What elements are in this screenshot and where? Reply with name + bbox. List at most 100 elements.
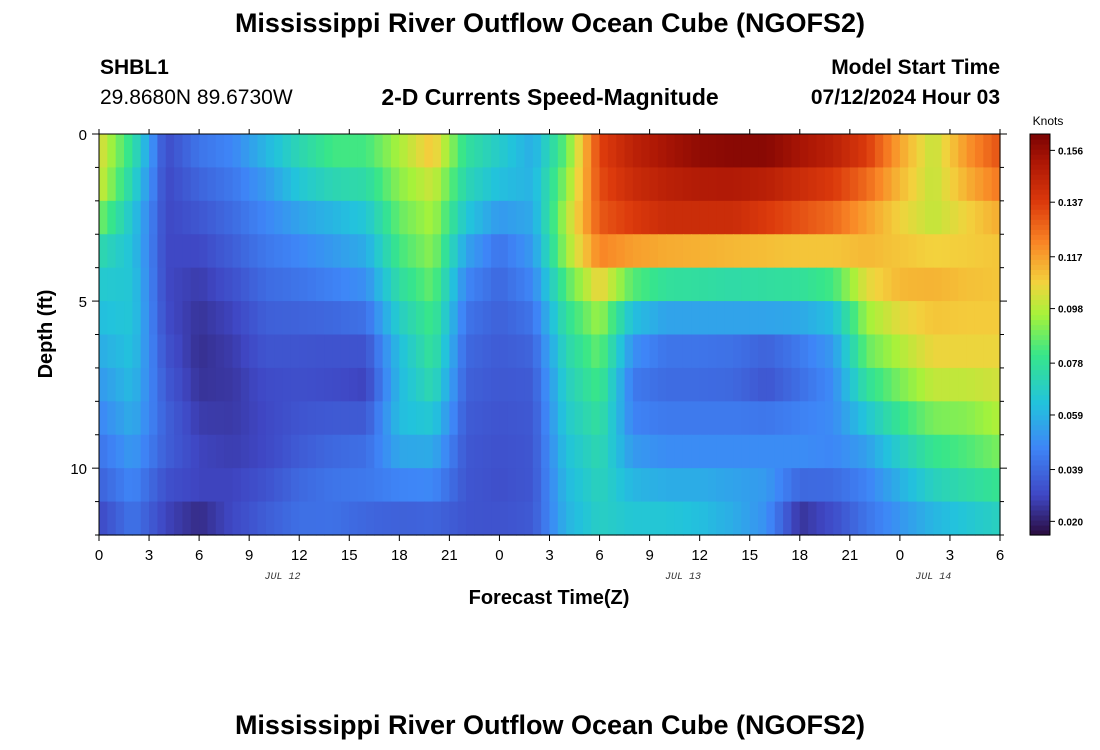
heatmap-cell [908, 134, 918, 169]
heatmap-cell [324, 367, 334, 402]
heatmap-cell [841, 401, 851, 436]
heatmap-cell [883, 134, 893, 169]
heatmap-cell [282, 434, 292, 469]
heatmap-cell [841, 434, 851, 469]
heatmap-cell [708, 134, 717, 169]
heatmap-cell [432, 501, 442, 536]
heatmap-cell [849, 434, 859, 469]
heatmap-cell [365, 234, 375, 269]
heatmap-cell [466, 501, 476, 536]
heatmap-cell [507, 200, 517, 235]
heatmap-cell [774, 401, 784, 436]
heatmap-cell [858, 334, 868, 369]
heatmap-cell [816, 367, 826, 402]
heatmap-cell [749, 367, 759, 402]
x-axis-date-labels: JUL 12 JUL 13 JUL 14 [265, 572, 952, 583]
colorbar-strip [1030, 189, 1050, 195]
heatmap-cell [382, 367, 392, 402]
heatmap-cell [758, 200, 768, 235]
heatmap-cell [232, 434, 242, 469]
heatmap-cell [883, 334, 893, 369]
heatmap-cell [624, 200, 634, 235]
heatmap-cell [741, 401, 751, 436]
heatmap-cell [249, 501, 259, 536]
colorbar-strip [1030, 264, 1050, 270]
heatmap-cell [324, 334, 334, 369]
heatmap-cell [699, 468, 709, 503]
heatmap-cell [299, 267, 309, 302]
heatmap-cell [516, 334, 526, 369]
heatmap-cell [549, 401, 559, 436]
heatmap-cell [149, 267, 158, 302]
heatmap-cell [774, 167, 784, 202]
heatmap-cell [165, 167, 175, 202]
heatmap-cell [149, 367, 158, 402]
y-tick-label: 0 [79, 127, 87, 144]
colorbar-strip [1030, 419, 1050, 426]
colorbar-strip [1030, 469, 1050, 476]
colorbar-strip [1030, 204, 1050, 210]
heatmap-cell [499, 334, 509, 369]
heatmap-cell [699, 200, 709, 235]
heatmap-cell [407, 367, 417, 402]
heatmap-cell [441, 134, 450, 169]
heatmap-cell [766, 434, 776, 469]
heatmap-cell [816, 134, 826, 169]
heatmap-cell [499, 367, 509, 402]
heatmap-cell [933, 334, 943, 369]
heatmap-cell [649, 468, 659, 503]
heatmap-cell [240, 301, 250, 336]
heatmap-cell [816, 401, 826, 436]
heatmap-cell [783, 501, 793, 536]
heatmap-cell [758, 167, 768, 202]
heatmap-cell [824, 334, 834, 369]
heatmap-cell [657, 334, 667, 369]
heatmap-cell [866, 501, 876, 536]
heatmap-cell [966, 200, 976, 235]
heatmap-cell [524, 434, 534, 469]
heatmap-cell [449, 334, 459, 369]
heatmap-cell [874, 367, 884, 402]
heatmap-cell [265, 434, 275, 469]
heatmap-cell [666, 334, 676, 369]
colorbar-tick-label: 0.020 [1058, 517, 1083, 528]
heatmap-cell [299, 301, 309, 336]
heatmap-cell [424, 134, 434, 169]
heatmap-cell [532, 401, 542, 436]
heatmap-cell [215, 167, 225, 202]
heatmap-cell [424, 234, 434, 269]
colorbar-strip [1030, 474, 1050, 481]
heatmap-cell [265, 267, 275, 302]
heatmap-cell [424, 334, 434, 369]
heatmap-cell [524, 468, 534, 503]
heatmap-cell [958, 301, 968, 336]
heatmap-cell [482, 234, 492, 269]
heatmap-cell [516, 434, 526, 469]
heatmap-cell [299, 167, 309, 202]
heatmap-cell [624, 434, 634, 469]
heatmap-cell [240, 234, 250, 269]
heatmap-cell [457, 134, 467, 169]
heatmap-cell [949, 468, 959, 503]
heatmap-cell [416, 468, 425, 503]
heatmap-cell [190, 334, 200, 369]
heatmap-cell [607, 434, 617, 469]
heatmap-cell [933, 234, 943, 269]
heatmap-cell [399, 134, 409, 169]
colorbar-strip [1030, 269, 1050, 275]
colorbar-strip [1030, 229, 1050, 235]
heatmap-cell [991, 267, 1001, 302]
heatmap-cell [649, 501, 659, 536]
heatmap-cell [974, 134, 984, 169]
heatmap-cell [382, 200, 392, 235]
heatmap-cell [883, 434, 893, 469]
heatmap-cell [324, 167, 334, 202]
heatmap-cell [99, 167, 108, 202]
heatmap-cell [866, 434, 876, 469]
heatmap-cell [874, 200, 884, 235]
heatmap-cell [541, 134, 551, 169]
heatmap-cell [783, 367, 793, 402]
heatmap-cell [582, 200, 592, 235]
heatmap-cell [933, 301, 943, 336]
heatmap-cell [157, 134, 167, 169]
